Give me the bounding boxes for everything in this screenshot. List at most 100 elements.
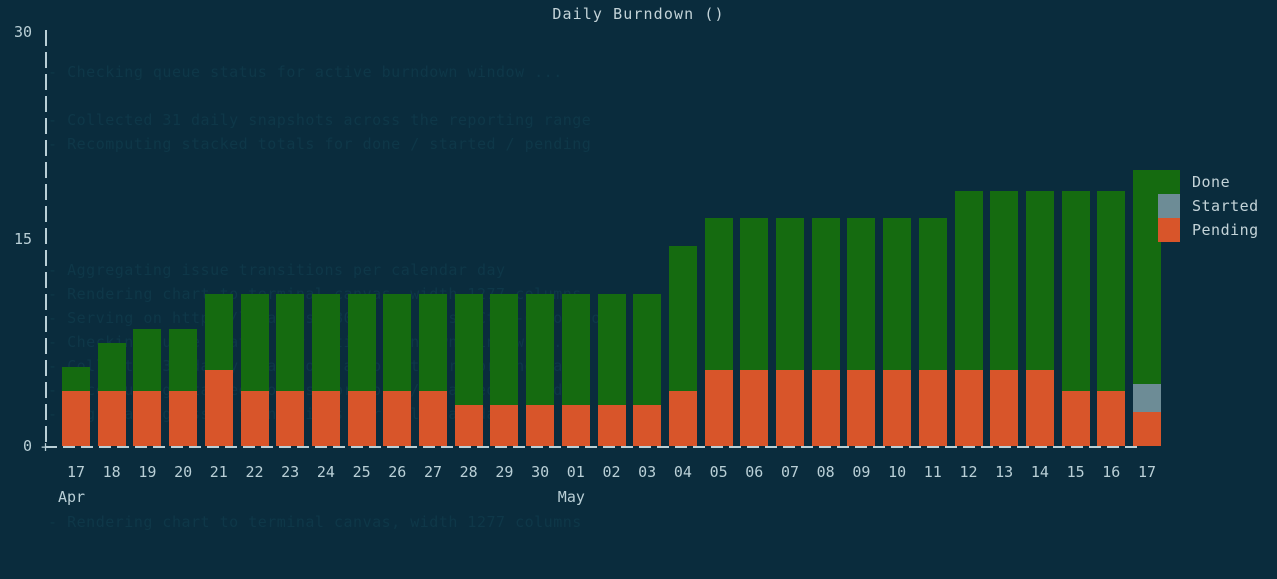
bar-segment-pending bbox=[1061, 390, 1090, 446]
x-axis-line bbox=[45, 446, 1139, 448]
bar-column bbox=[883, 218, 912, 446]
bar-column bbox=[204, 294, 233, 446]
bar-column bbox=[704, 218, 733, 446]
bar-segment-done bbox=[204, 294, 233, 371]
bar-column bbox=[169, 328, 198, 446]
bar-segment-pending bbox=[1133, 411, 1161, 446]
bar-column bbox=[561, 294, 590, 446]
bar-segment-pending bbox=[1025, 370, 1054, 446]
y-tick-label: 0 bbox=[22, 437, 32, 455]
bar-segment-done bbox=[776, 218, 804, 371]
bar-segment-done bbox=[383, 294, 412, 391]
bar-column bbox=[954, 190, 983, 446]
bar-segment-pending bbox=[1097, 390, 1126, 446]
bar-segment-done bbox=[740, 218, 769, 371]
bar-column bbox=[383, 294, 412, 446]
bar-segment-pending bbox=[918, 370, 947, 446]
bar-segment-pending bbox=[811, 370, 840, 446]
bar-column bbox=[811, 218, 840, 446]
x-tick-label: 28 bbox=[459, 463, 478, 481]
x-tick-label: 02 bbox=[602, 463, 621, 481]
bar-segment-started bbox=[1133, 383, 1161, 412]
bar-segment-pending bbox=[454, 404, 483, 446]
bar-segment-done bbox=[419, 294, 447, 391]
bar-segment-pending bbox=[133, 390, 162, 446]
bar-column bbox=[276, 294, 305, 446]
x-tick-label: 22 bbox=[245, 463, 264, 481]
bar-column bbox=[133, 328, 162, 446]
x-tick-label: 12 bbox=[959, 463, 978, 481]
x-tick-label: 18 bbox=[102, 463, 121, 481]
bar-segment-done bbox=[561, 294, 590, 405]
bar-segment-done bbox=[169, 328, 198, 391]
chart-legend: Done Started Pending bbox=[1158, 170, 1259, 242]
bar-segment-pending bbox=[740, 370, 769, 446]
bar-segment-done bbox=[704, 218, 733, 371]
x-tick-label: 23 bbox=[281, 463, 300, 481]
bar-segment-pending bbox=[561, 404, 590, 446]
bar-segment-done bbox=[1097, 190, 1126, 391]
bar-segment-pending bbox=[240, 390, 269, 446]
legend-item: Started bbox=[1158, 194, 1259, 218]
x-tick-label: 06 bbox=[745, 463, 764, 481]
bar-column bbox=[1025, 190, 1054, 446]
legend-label: Pending bbox=[1192, 221, 1259, 239]
bar-segment-pending bbox=[597, 404, 626, 446]
bar-column bbox=[776, 218, 804, 446]
x-tick-label: 09 bbox=[852, 463, 871, 481]
bar-column bbox=[347, 294, 376, 446]
bar-column bbox=[311, 294, 340, 446]
bar-segment-pending bbox=[954, 370, 983, 446]
bar-segment-pending bbox=[62, 390, 90, 446]
bar-segment-pending bbox=[97, 390, 126, 446]
bar-column bbox=[1133, 170, 1161, 446]
bar-segment-pending bbox=[668, 390, 697, 446]
legend-item: Done bbox=[1158, 170, 1259, 194]
x-tick-label: 20 bbox=[174, 463, 193, 481]
x-tick-label: 30 bbox=[531, 463, 550, 481]
chart-title: Daily Burndown () bbox=[552, 5, 725, 23]
x-tick-label: 17 bbox=[66, 463, 86, 481]
bar-segment-done bbox=[1025, 190, 1054, 371]
bar-column bbox=[97, 342, 126, 446]
bar-segment-done bbox=[1061, 190, 1090, 391]
bar-column bbox=[633, 294, 662, 446]
bar-segment-done bbox=[62, 367, 90, 391]
x-tick-label: 10 bbox=[888, 463, 907, 481]
bar-segment-done bbox=[97, 342, 126, 391]
bar-segment-done bbox=[883, 218, 912, 371]
bar-column bbox=[454, 294, 483, 446]
bar-column bbox=[740, 218, 769, 446]
x-tick-label: 27 bbox=[423, 463, 443, 481]
bar-column bbox=[918, 218, 947, 446]
bar-segment-pending bbox=[169, 390, 198, 446]
bar-segment-done bbox=[311, 294, 340, 391]
bar-segment-done bbox=[847, 218, 876, 371]
bar-segment-done bbox=[276, 294, 305, 391]
bar-segment-done bbox=[490, 294, 519, 405]
bar-segment-done bbox=[633, 294, 662, 405]
summary-stats: Net Fix Rate: 0.1/dEstimated completion:… bbox=[29, 534, 372, 579]
bar-segment-done bbox=[347, 294, 376, 391]
x-tick-label: 29 bbox=[495, 463, 514, 481]
bar-segment-pending bbox=[419, 390, 447, 446]
bar-column bbox=[597, 294, 626, 446]
y-axis-line bbox=[45, 30, 47, 448]
x-tick-label: 16 bbox=[1102, 463, 1121, 481]
bar-segment-pending bbox=[633, 404, 662, 446]
legend-swatch bbox=[1158, 170, 1180, 194]
x-tick-label: 11 bbox=[923, 463, 942, 481]
bar-column bbox=[1061, 190, 1090, 446]
x-month-label: May bbox=[557, 488, 585, 506]
bar-column bbox=[526, 294, 555, 446]
legend-swatch bbox=[1158, 194, 1180, 218]
bar-segment-pending bbox=[990, 370, 1019, 446]
bar-segment-done bbox=[668, 245, 697, 391]
bar-segment-done bbox=[597, 294, 626, 405]
bar-column bbox=[419, 294, 447, 446]
bar-segment-done bbox=[526, 294, 555, 405]
x-tick-label: 21 bbox=[209, 463, 228, 481]
